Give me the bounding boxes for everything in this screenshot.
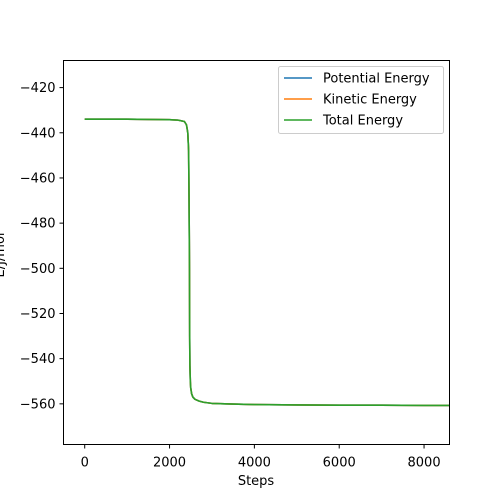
- plot-lines: [84, 118, 450, 407]
- x-tick-label: 6000: [323, 456, 356, 471]
- y-tick-label: −540: [20, 352, 56, 367]
- legend-label-kinetic: Kinetic Energy: [323, 93, 417, 108]
- y-tick-label: −480: [20, 217, 56, 232]
- x-axis-ticks: 0 2000 4000 6000 8000: [81, 444, 441, 471]
- y-axis-ticks: −420 −440 −460 −480 −500 −520 −540 −560: [20, 81, 64, 412]
- x-tick-label: 4000: [238, 456, 271, 471]
- y-tick-label: −560: [20, 397, 56, 412]
- x-tick-label: 2000: [153, 456, 186, 471]
- legend-label-total: Total Energy: [322, 114, 403, 129]
- y-axis-label: E/J/mol: [0, 232, 8, 277]
- x-axis-label: Steps: [238, 474, 275, 489]
- legend: Potential Energy Kinetic Energy Total En…: [278, 66, 444, 134]
- y-tick-label: −460: [20, 171, 56, 186]
- series-line-total-energy: [84, 118, 450, 407]
- y-tick-label: −500: [20, 262, 56, 277]
- x-tick-label: 0: [81, 456, 89, 471]
- plot-frame: [63, 60, 450, 445]
- y-tick-label: −420: [20, 81, 56, 96]
- series-line-potential-energy: [84, 118, 450, 407]
- legend-label-potential: Potential Energy: [323, 72, 430, 87]
- legend-box: [278, 66, 444, 134]
- y-tick-label: −520: [20, 307, 56, 322]
- x-tick-label: 8000: [408, 456, 441, 471]
- y-tick-label: −440: [20, 126, 56, 141]
- series-line-kinetic-energy: [84, 118, 450, 407]
